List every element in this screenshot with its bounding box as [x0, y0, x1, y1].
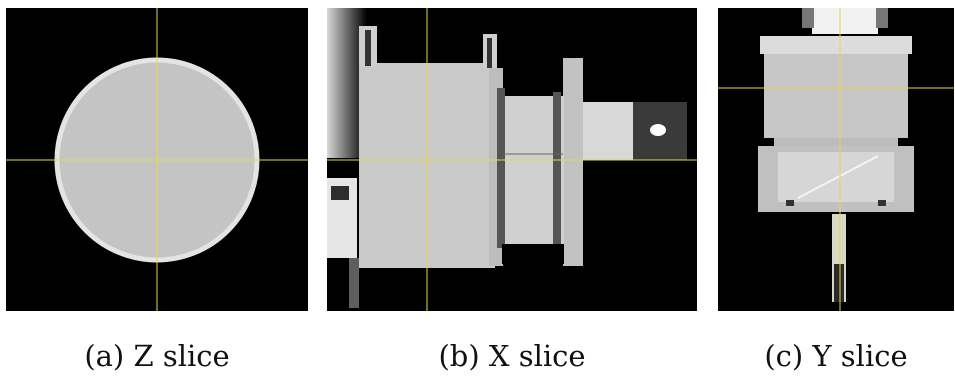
x-slice-canvas — [327, 8, 697, 311]
z-slice-image — [6, 8, 308, 311]
z-slice-canvas — [6, 8, 308, 311]
caption-x-slice: (b) X slice — [438, 339, 586, 373]
caption-z-slice: (a) Z slice — [84, 339, 230, 373]
y-slice-image — [718, 8, 954, 311]
x-slice-image — [327, 8, 697, 311]
upper-body — [760, 36, 912, 54]
y-slice-canvas — [718, 8, 954, 311]
caption-y-slice: (c) Y slice — [764, 339, 908, 373]
